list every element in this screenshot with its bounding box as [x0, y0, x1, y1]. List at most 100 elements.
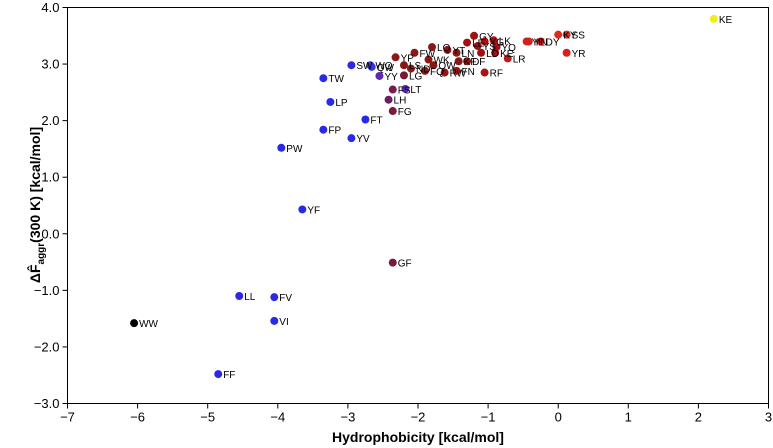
point-label-lt: LT [410, 85, 421, 96]
data-point-fs [388, 85, 397, 94]
point-label-sw: SW [356, 61, 373, 72]
x-axis-ticks: −7 −6 −5 −4 −3 −2 −1 0 1 2 3 [60, 403, 772, 425]
y-tick-label: −1.0 [34, 283, 60, 298]
data-point-lg [399, 71, 408, 80]
point-label-nd: ND [416, 65, 430, 76]
y-axis-title: ΔF̂aggr(300 K) [kcal/mol] [26, 127, 47, 283]
point-label-pw: PW [286, 144, 303, 155]
data-point-pw [277, 143, 286, 152]
point-label-yy: YY [384, 72, 398, 83]
x-tick-label: −1 [481, 410, 496, 425]
x-tick-label: −7 [60, 410, 75, 425]
point-label-ft: FT [370, 116, 382, 127]
data-point-nd [406, 64, 415, 73]
data-point-ls [399, 61, 408, 70]
data-point-ww [130, 319, 139, 328]
data-point-lh [384, 95, 393, 104]
x-axis-title: Hydrophobicity [kcal/mol] [332, 429, 504, 445]
y-axis-ticks: 4.0 3.0 2.0 1.0 0.0 −1.0 −2.0 −3.0 [34, 0, 68, 411]
y-axis-title-symbol: F̂ [26, 264, 43, 273]
data-point-fq [421, 66, 430, 75]
data-point-ky [554, 30, 563, 39]
point-label-rf: RF [490, 69, 503, 80]
data-point-rf [480, 68, 489, 77]
point-label-yn: YN [534, 37, 548, 48]
data-point-fg [388, 107, 397, 116]
data-point-yp [391, 53, 400, 62]
point-label-lp: LP [335, 98, 348, 109]
point-label-df: DF [472, 57, 485, 68]
data-point-ss [562, 30, 571, 39]
x-tick-label: 3 [765, 410, 772, 425]
data-point-lr [503, 54, 512, 63]
point-label-gy: GY [479, 32, 494, 43]
point-label-ky: KY [563, 31, 577, 42]
data-point-lq [428, 43, 437, 52]
data-point-fv [270, 293, 279, 302]
point-label-yf: YF [307, 205, 320, 216]
point-label-fv: FV [279, 293, 292, 304]
data-point-ft [361, 115, 370, 124]
x-tick-label: −2 [411, 410, 426, 425]
data-point-lp [326, 97, 335, 106]
point-label-lr: LR [513, 54, 526, 65]
point-label-ys: YS [483, 42, 497, 53]
point-label-ll: LL [244, 292, 256, 303]
point-label-le: LE [472, 39, 485, 50]
y-axis-title-suffix: (300 K) [kcal/mol] [27, 127, 43, 243]
data-point-gy [470, 31, 479, 40]
point-label-vi: VI [279, 317, 288, 328]
y-axis-title-prefix: Δ [27, 273, 43, 283]
point-label-yg: YG [490, 37, 505, 48]
y-tick-label: −2.0 [34, 339, 60, 354]
x-tick-label: 2 [695, 410, 702, 425]
data-point-yv [347, 134, 356, 143]
point-label-ff: FF [223, 370, 235, 381]
data-point-df [463, 57, 472, 66]
axes: −7 −6 −5 −4 −3 −2 −1 0 1 2 3 4.0 3.0 2.0 1.0 0.0 −1.0 −2… [34, 0, 772, 425]
point-label-ln: LN [462, 49, 475, 60]
point-label-wq: WQ [375, 61, 392, 72]
point-label-ye: YE [532, 37, 546, 48]
data-point-rw [440, 68, 449, 77]
x-tick-label: −4 [270, 410, 285, 425]
point-label-kf: KF [464, 57, 477, 68]
y-tick-label: 1.0 [41, 170, 59, 185]
data-point-vi [270, 316, 279, 325]
point-label-ss: SS [572, 31, 586, 42]
data-point-le [463, 38, 472, 47]
point-label-yq: YQ [502, 43, 517, 54]
data-point-dy [536, 37, 545, 46]
point-label-ke: KE [719, 15, 733, 26]
point-label-yr: YR [572, 49, 586, 60]
y-tick-label: 3.0 [41, 57, 59, 72]
data-point-yy [375, 71, 384, 80]
point-label-qw: QW [377, 63, 395, 74]
data-point-yt [443, 45, 452, 54]
data-point-ln [452, 48, 461, 57]
point-label-gf: GF [398, 259, 412, 270]
point-label-lg: LG [409, 71, 423, 82]
point-label-lh: LH [394, 96, 407, 107]
data-point-wk [424, 55, 433, 64]
data-points [130, 14, 718, 379]
data-point-yn [524, 37, 533, 46]
data-point-ld [477, 48, 486, 57]
point-label-fq: FQ [430, 67, 444, 78]
point-label-fg: FG [398, 107, 412, 118]
data-point-ke [491, 48, 500, 57]
y-tick-label: 0.0 [41, 226, 59, 241]
y-tick-label: 2.0 [41, 113, 59, 128]
data-point-yg [480, 37, 489, 46]
point-label-dy: DY [546, 37, 560, 48]
point-label-ke: KE [500, 49, 514, 60]
data-point-lk [489, 36, 498, 45]
data-point-ke [709, 14, 718, 23]
point-label-fs: FS [398, 86, 411, 97]
data-point-fn [452, 66, 461, 75]
point-label-ww: WW [139, 319, 158, 330]
data-point-ff [214, 370, 223, 379]
data-point-ll [235, 292, 244, 301]
x-tick-label: −6 [130, 410, 145, 425]
